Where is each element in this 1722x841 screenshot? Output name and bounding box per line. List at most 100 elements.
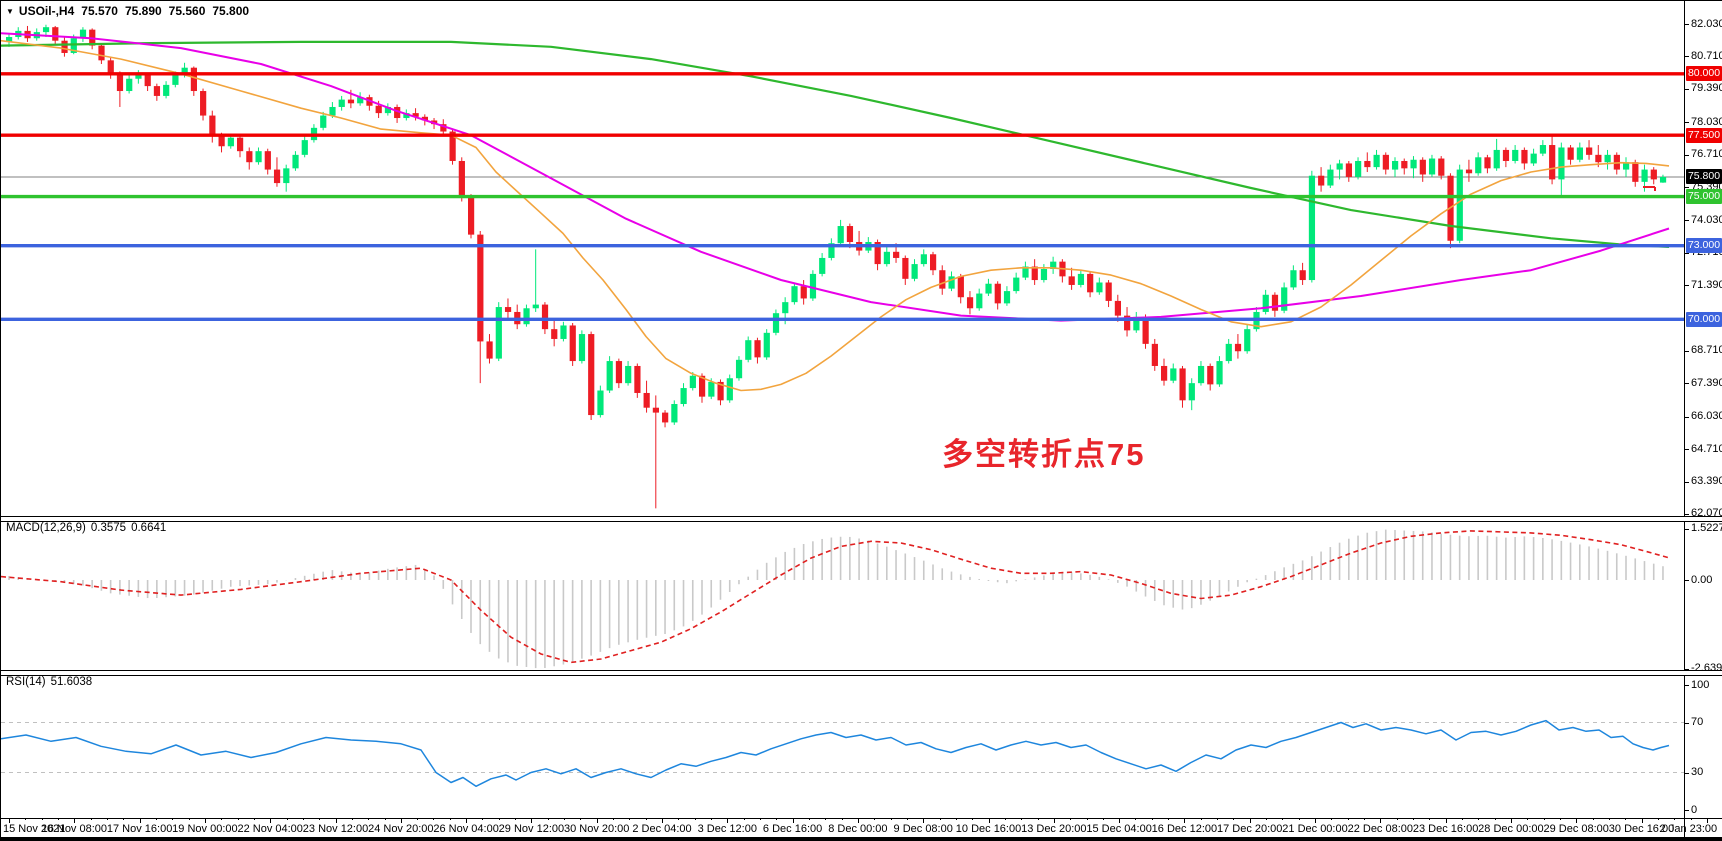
time-label: 23 Dec 16:00 bbox=[1412, 823, 1479, 835]
time-minor-tick bbox=[1429, 818, 1431, 820]
candle-body bbox=[809, 273, 817, 299]
time-minor-tick bbox=[1021, 818, 1023, 820]
candle-body bbox=[1512, 149, 1519, 161]
candle-body bbox=[569, 325, 576, 362]
time-major-tick bbox=[1641, 818, 1643, 823]
time-major-tick bbox=[1510, 818, 1512, 823]
candle-body bbox=[652, 407, 659, 413]
symbol-period-label: USOil-,H4 bbox=[18, 4, 75, 18]
time-minor-tick bbox=[1396, 818, 1398, 820]
time-axis[interactable]: 15 Nov 2021 16 Nov 08:00 17 Nov 16:00 19 No… bbox=[1, 818, 1722, 838]
candle-body bbox=[1050, 261, 1057, 269]
candle-body bbox=[1281, 287, 1288, 311]
candle-body bbox=[1382, 154, 1389, 170]
time-major-tick bbox=[727, 818, 729, 823]
rsi-tick-label: 100 bbox=[1691, 678, 1710, 691]
time-minor-tick bbox=[1413, 818, 1414, 820]
price-axis[interactable]: 82.030 80.710 79.390 78.030 76.710 75.390 74.0… bbox=[1685, 1, 1722, 519]
time-major-tick bbox=[1445, 818, 1447, 823]
price-tick-label: 74.030 bbox=[1691, 213, 1722, 226]
candle-body bbox=[1318, 175, 1325, 186]
candle-body bbox=[976, 293, 983, 309]
candle-body bbox=[273, 169, 281, 184]
candle-body bbox=[772, 313, 780, 333]
time-minor-tick bbox=[1478, 818, 1480, 820]
price-tick-label: 71.390 bbox=[1691, 278, 1722, 291]
time-major-tick bbox=[1053, 818, 1055, 823]
time-label: 30 Nov 20:00 bbox=[563, 823, 630, 835]
candle-body bbox=[1114, 300, 1121, 316]
time-minor-tick bbox=[1608, 818, 1610, 820]
time-minor-tick bbox=[1461, 818, 1463, 820]
annotation-text[interactable]: 多空转折点75 bbox=[942, 437, 1146, 472]
time-minor-tick bbox=[515, 818, 517, 820]
time-minor-tick bbox=[1690, 818, 1692, 820]
time-minor-tick bbox=[188, 818, 190, 820]
price-badge-77.500: 77.500 bbox=[1686, 127, 1722, 143]
candle-body bbox=[1225, 343, 1232, 362]
time-minor-tick bbox=[1543, 818, 1545, 820]
time-minor-tick bbox=[1217, 818, 1219, 820]
candle-body bbox=[1290, 270, 1297, 288]
rsi-pane[interactable] bbox=[1, 676, 1684, 817]
time-minor-tick bbox=[955, 818, 957, 820]
time-minor-tick bbox=[1233, 818, 1235, 820]
candle-body bbox=[717, 381, 724, 401]
time-minor-tick bbox=[302, 818, 304, 820]
price-tick-label: 66.030 bbox=[1691, 410, 1722, 423]
candle-body bbox=[615, 361, 623, 384]
candle-body bbox=[966, 297, 974, 309]
time-major-tick bbox=[1380, 818, 1382, 823]
candle-body bbox=[874, 241, 881, 265]
time-minor-tick bbox=[629, 818, 631, 820]
macd-name: MACD(12,26,9) bbox=[6, 522, 86, 534]
time-minor-tick bbox=[417, 818, 419, 820]
candle-body bbox=[61, 40, 68, 53]
price-tick-label-dash bbox=[1685, 220, 1689, 222]
time-minor-tick bbox=[1151, 818, 1153, 820]
main-chart-pane[interactable] bbox=[1, 1, 1684, 517]
time-minor-tick bbox=[1657, 818, 1659, 820]
time-label: 19 Nov 00:00 bbox=[172, 823, 238, 835]
time-label: 13 Dec 20:00 bbox=[1021, 823, 1087, 835]
candle-body bbox=[1244, 329, 1251, 352]
candle-body bbox=[1077, 273, 1085, 285]
time-minor-tick bbox=[221, 818, 223, 820]
candle-body bbox=[163, 84, 170, 96]
candle-body bbox=[1392, 160, 1399, 170]
time-minor-tick bbox=[1070, 818, 1072, 820]
time-label: 21 Dec 00:00 bbox=[1282, 823, 1348, 835]
symbol-dropdown-icon[interactable]: ▼ bbox=[6, 7, 14, 16]
pane-splitter-macd[interactable] bbox=[1, 516, 1722, 522]
time-minor-tick bbox=[449, 818, 451, 820]
pane-splitter-rsi[interactable] bbox=[1, 670, 1722, 676]
candle-body bbox=[1022, 266, 1029, 278]
time-axis-line bbox=[1, 818, 1722, 819]
candle-body bbox=[403, 113, 410, 119]
ma-slow-line bbox=[1, 40, 1670, 248]
rsi-axis[interactable]: 100 70 30 0 bbox=[1685, 676, 1722, 817]
price-tick-label-dash bbox=[1685, 285, 1689, 287]
macd-tick-label: 1.5227 bbox=[1691, 522, 1722, 535]
candle-body bbox=[329, 106, 336, 116]
candle-body bbox=[643, 392, 650, 408]
time-major-tick bbox=[204, 818, 206, 823]
candle-body bbox=[994, 283, 1001, 304]
candle-body bbox=[79, 29, 87, 39]
candle-body bbox=[1641, 169, 1648, 182]
candle-body bbox=[1650, 169, 1657, 180]
time-major-tick bbox=[400, 818, 402, 823]
price-tick-label-dash bbox=[1685, 56, 1689, 58]
time-major-tick bbox=[335, 818, 337, 823]
price-tick-label: 78.030 bbox=[1691, 115, 1722, 128]
candle-body bbox=[902, 257, 909, 279]
price-badge-75.800: 75.800 bbox=[1686, 169, 1722, 185]
time-label: 8 Dec 00:00 bbox=[828, 823, 888, 835]
candle-body bbox=[1438, 158, 1445, 176]
macd-pane[interactable] bbox=[1, 522, 1684, 670]
candle-body bbox=[532, 304, 539, 309]
time-minor-tick bbox=[172, 818, 174, 820]
candle-body bbox=[255, 151, 262, 163]
